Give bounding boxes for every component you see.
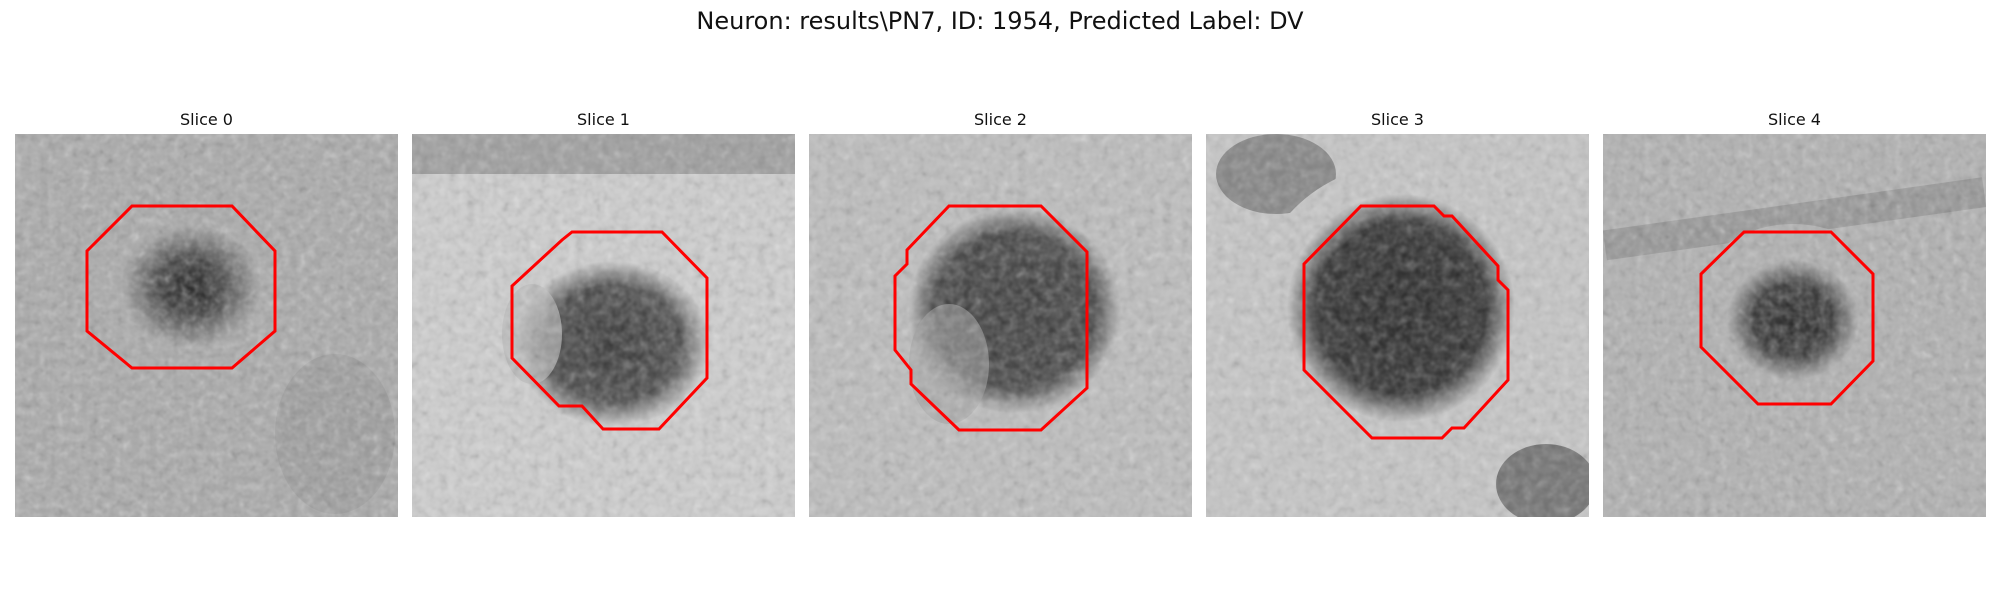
slice-0-image bbox=[15, 134, 398, 517]
panel-title-slice-4: Slice 4 bbox=[1768, 110, 1821, 129]
slice-1-panel bbox=[412, 134, 795, 517]
figure-title: Neuron: results\PN7, ID: 1954, Predicted… bbox=[696, 7, 1304, 35]
panel-title-slice-1: Slice 1 bbox=[577, 110, 630, 129]
panel-title-slice-0: Slice 0 bbox=[180, 110, 233, 129]
panel-title-slice-2: Slice 2 bbox=[974, 110, 1027, 129]
slice-2-panel bbox=[809, 134, 1192, 517]
slice-3-image bbox=[1206, 134, 1589, 517]
roi-outline bbox=[893, 204, 1089, 432]
slice-1-image bbox=[412, 134, 795, 517]
panel-title-slice-3: Slice 3 bbox=[1371, 110, 1424, 129]
roi-outline bbox=[510, 230, 709, 431]
slice-2-image bbox=[809, 134, 1192, 517]
slice-3-panel bbox=[1206, 134, 1589, 517]
roi-outline bbox=[1699, 230, 1875, 406]
slice-0-panel bbox=[15, 134, 398, 517]
slice-4-image bbox=[1603, 134, 1986, 517]
slice-4-panel bbox=[1603, 134, 1986, 517]
roi-outline bbox=[1302, 204, 1510, 440]
roi-outline bbox=[85, 204, 277, 370]
